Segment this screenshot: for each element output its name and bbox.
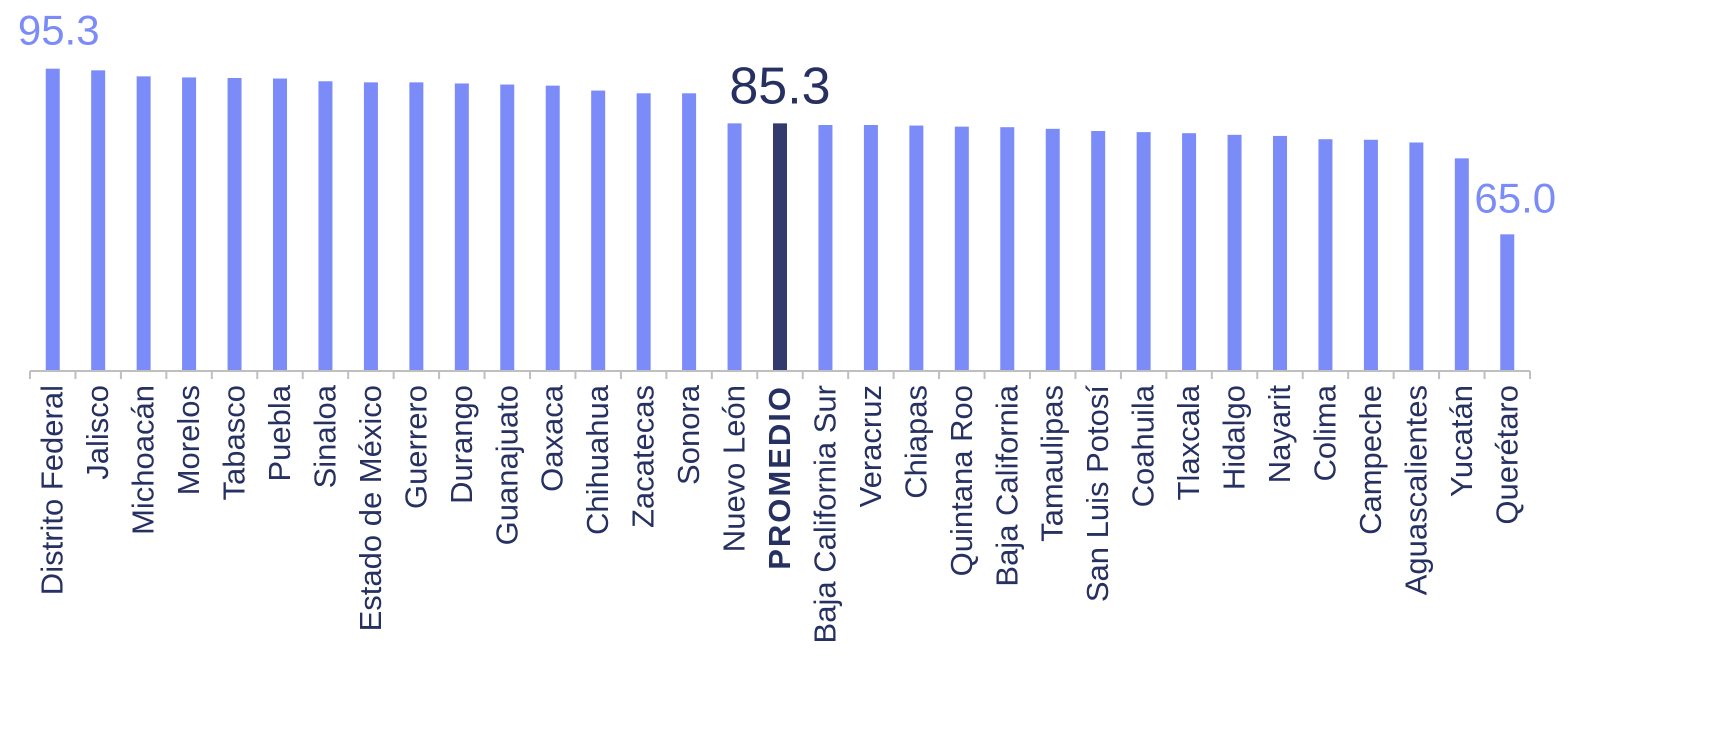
bar xyxy=(1000,127,1015,371)
x-tick-label: Jalisco xyxy=(80,385,115,480)
x-tick-label: Querétaro xyxy=(1489,385,1524,525)
x-tick-label: Chihuahua xyxy=(580,384,615,535)
bar xyxy=(1500,234,1515,371)
x-axis-ticks xyxy=(29,371,1531,379)
bar xyxy=(409,82,424,372)
x-tick-label: Chiapas xyxy=(898,385,933,499)
x-tick-label: Morelos xyxy=(171,385,206,495)
x-tick-label: Guanajuato xyxy=(489,385,524,545)
bar xyxy=(182,77,197,371)
x-tick-label: Campeche xyxy=(1353,385,1388,535)
x-tick-label: Sonora xyxy=(671,384,706,485)
x-tick-label: Baja California Sur xyxy=(807,385,842,643)
bar xyxy=(863,125,878,371)
x-tick-label: Tabasco xyxy=(217,385,252,500)
bar xyxy=(1454,158,1469,371)
bar xyxy=(1136,132,1151,371)
x-tick-label: Guerrero xyxy=(398,385,433,509)
x-tick-label: Yucatán xyxy=(1444,385,1479,497)
x-tick-label: Tlaxcala xyxy=(1171,384,1206,500)
x-tick-label: Zacatecas xyxy=(626,385,661,528)
bar xyxy=(1045,128,1060,371)
x-axis-labels: Distrito Federal Jalisco Michoacán Morelos T… xyxy=(35,384,1525,643)
x-tick-label: Coahuila xyxy=(1126,384,1161,507)
bar xyxy=(454,83,469,371)
x-tick-label: Hidalgo xyxy=(1217,385,1252,490)
x-tick-label: Nayarit xyxy=(1262,385,1297,484)
bar xyxy=(227,77,242,372)
bar xyxy=(727,123,742,371)
bar xyxy=(1091,131,1106,371)
bar xyxy=(909,125,924,371)
x-tick-label: Baja California xyxy=(989,384,1024,586)
x-tick-label: Aguascalientes xyxy=(1398,385,1433,595)
bar xyxy=(45,68,60,371)
bar xyxy=(954,126,969,371)
x-tick-label: Quintana Roo xyxy=(944,385,979,576)
x-tick-label: Tamaulipas xyxy=(1035,385,1070,542)
bar xyxy=(136,76,151,371)
bar xyxy=(1182,133,1197,371)
bar xyxy=(545,85,560,371)
x-tick-label: PROMEDIO xyxy=(762,385,797,570)
x-tick-label: Veracruz xyxy=(853,385,888,507)
bar xyxy=(1273,135,1287,371)
bar xyxy=(363,82,378,372)
x-tick-label: Estado de México xyxy=(353,385,388,631)
x-tick-label: Distrito Federal xyxy=(35,385,70,595)
data-label-promedio: 85.3 xyxy=(729,57,830,115)
bar xyxy=(1363,139,1378,371)
bar xyxy=(818,125,833,371)
bar xyxy=(500,84,515,372)
bar xyxy=(1227,134,1242,371)
x-tick-label: Oaxaca xyxy=(535,384,570,492)
x-tick-label: Durango xyxy=(444,385,479,504)
x-tick-label: Puebla xyxy=(262,384,297,481)
bar xyxy=(91,70,106,371)
bar xyxy=(318,81,333,372)
bar xyxy=(273,78,287,371)
x-tick-label: Nuevo León xyxy=(717,385,752,552)
data-labels: 95.3 85.3 65.0 xyxy=(18,7,1556,222)
data-label: 95.3 xyxy=(18,7,100,54)
x-tick-label: Sinaloa xyxy=(307,384,342,488)
data-label: 65.0 xyxy=(1474,174,1556,221)
bar xyxy=(636,93,651,371)
bar xyxy=(591,90,606,371)
bars-group xyxy=(45,68,1515,372)
x-tick-label: Michoacán xyxy=(126,385,161,535)
x-tick-label: Colima xyxy=(1307,384,1342,481)
bar xyxy=(682,93,697,371)
x-tick-label: San Luis Potosí xyxy=(1080,385,1115,603)
bar xyxy=(1409,142,1424,371)
bar xyxy=(1318,139,1333,371)
bar-promedio xyxy=(773,123,787,371)
